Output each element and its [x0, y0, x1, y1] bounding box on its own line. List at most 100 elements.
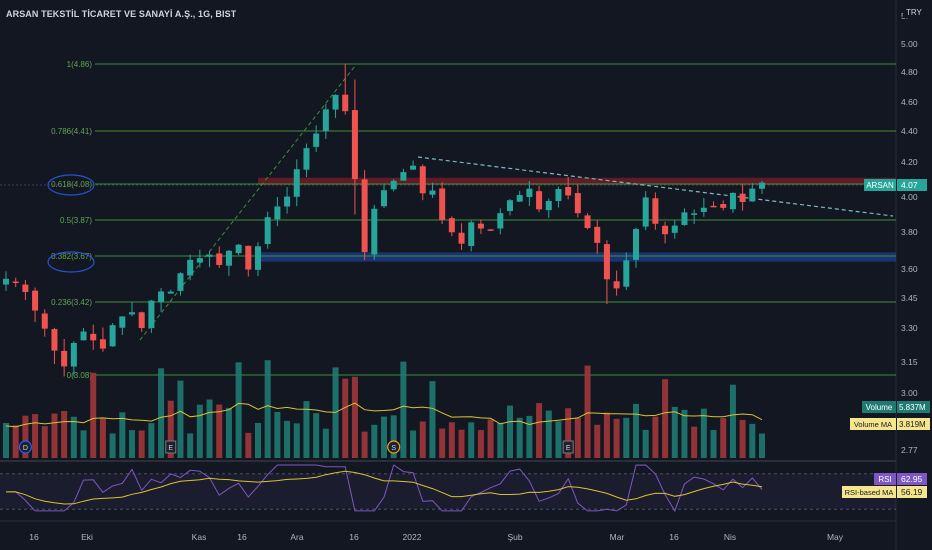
last-price-name: ARSAN: [866, 181, 894, 190]
candle: [245, 245, 252, 270]
y-tick-label: 5.00: [901, 39, 918, 49]
volume-bar: [216, 404, 223, 458]
rsi-ma-value-badge: [897, 486, 927, 498]
volume-bar: [351, 376, 358, 458]
candle: [526, 188, 533, 197]
volume-bar: [749, 423, 756, 458]
volume-bar: [487, 419, 494, 458]
volume-bar: [584, 365, 591, 458]
volume-bar: [555, 421, 562, 458]
candle: [138, 312, 145, 329]
x-tick-label: Mar: [610, 532, 625, 542]
candle: [167, 291, 174, 294]
currency-label: TRY: [906, 8, 923, 17]
candle: [710, 205, 717, 208]
x-tick-label: 16: [237, 532, 247, 542]
candle: [99, 339, 106, 349]
candle: [187, 259, 194, 276]
volume-bar: [565, 408, 572, 458]
volume-bar: [109, 433, 116, 458]
candle: [128, 312, 136, 315]
volume-bar: [700, 408, 707, 458]
candle: [284, 196, 291, 207]
rsi-value-badge: [897, 473, 927, 485]
volume-ma-name: Volume MA: [854, 420, 892, 429]
candle: [32, 290, 39, 311]
candle: [603, 244, 610, 280]
candle: [652, 198, 659, 224]
volume-bar: [99, 417, 106, 458]
volume-bar: [758, 433, 766, 458]
candle: [739, 193, 746, 203]
volume-bar: [361, 431, 368, 458]
volume-bar: [12, 425, 19, 458]
candle: [419, 166, 426, 194]
candle: [691, 213, 698, 215]
volume-bar: [468, 422, 475, 458]
volume-bar: [497, 422, 504, 458]
candle: [749, 188, 756, 202]
candle: [410, 165, 417, 170]
earnings-icon-label: E: [566, 445, 571, 452]
rsi-band: [0, 473, 896, 510]
candle: [332, 94, 339, 110]
volume-bar: [158, 368, 165, 458]
volume-bar: [439, 428, 446, 458]
price-axis: [896, 0, 932, 550]
candle: [448, 218, 455, 233]
candle: [177, 273, 184, 291]
volume-bar: [380, 416, 388, 458]
candle: [206, 254, 213, 257]
y-tick-label: 4.60: [901, 97, 918, 107]
resistance-zone: [258, 177, 896, 185]
y-tick-label: 4.80: [901, 67, 918, 77]
volume-bar: [2, 422, 10, 458]
candle: [439, 188, 446, 220]
x-tick-label: Şub: [507, 532, 522, 542]
volume-ma-name-badge: [850, 418, 896, 430]
candle: [80, 331, 87, 341]
volume-bar: [51, 413, 58, 458]
volume-bar: [167, 400, 174, 458]
y-tick-label: 3.60: [901, 264, 918, 274]
volume-bar: [536, 403, 543, 458]
candle: [487, 229, 494, 231]
volume-ma-value-badge: [897, 418, 930, 430]
volume-bar: [691, 426, 698, 458]
x-tick-label: 16: [349, 532, 359, 542]
candle: [264, 217, 271, 245]
volume-bar: [419, 421, 426, 458]
y-tick-label: 4.00: [901, 192, 918, 202]
candle: [758, 182, 766, 189]
y-tick-label: 3.00: [901, 388, 918, 398]
volume-bar: [662, 379, 669, 458]
candle: [584, 215, 591, 229]
last-price-badge: [897, 179, 927, 191]
candle: [235, 244, 242, 254]
candle: [41, 313, 48, 329]
volume-bar: [429, 381, 436, 458]
volume-bar: [206, 399, 213, 458]
candle: [70, 342, 77, 367]
candle: [477, 223, 484, 229]
candle: [2, 278, 10, 285]
volume-ma-value: 3.819M: [899, 420, 926, 429]
volume-bar: [603, 412, 610, 458]
candle: [613, 281, 620, 289]
fib-label: 0.5(3.87): [60, 216, 92, 225]
volume-name-badge: [862, 401, 896, 413]
volume-bar: [623, 417, 630, 458]
candle: [351, 110, 358, 180]
volume-bar: [410, 430, 417, 458]
volume-bar: [61, 410, 68, 458]
volume-bar: [710, 430, 717, 458]
candle: [196, 258, 203, 263]
split-icon: [387, 440, 401, 454]
volume-bar: [235, 362, 242, 458]
candle: [216, 253, 223, 265]
candle: [400, 172, 407, 181]
candle: [720, 204, 727, 208]
candle: [545, 200, 552, 211]
support-zone: [258, 252, 896, 262]
